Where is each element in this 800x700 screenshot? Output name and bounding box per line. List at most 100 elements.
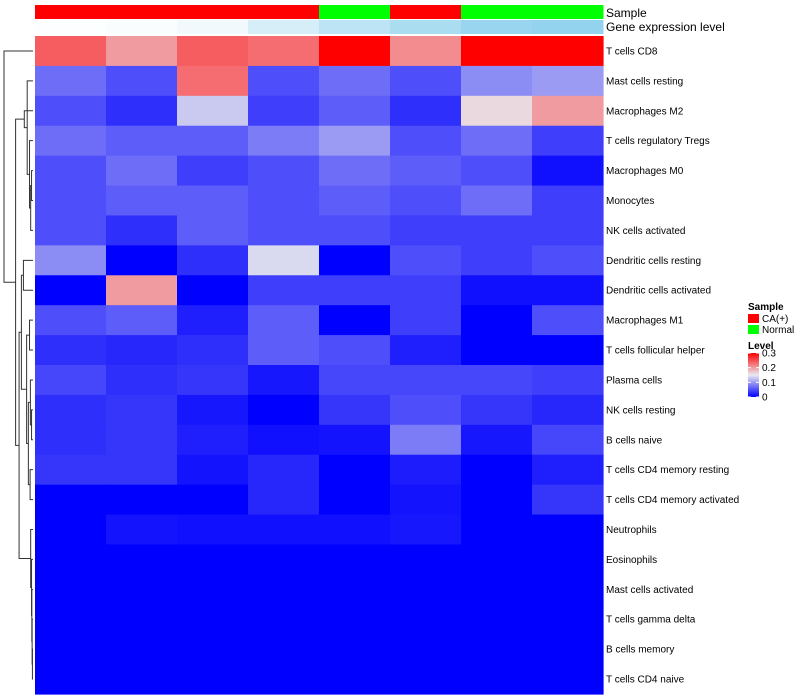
heatmap-cell	[461, 544, 533, 575]
heatmap-cell	[106, 634, 178, 665]
expression-annotation-cell	[106, 20, 178, 34]
annotation-label-expression: Gene expression level	[606, 20, 725, 34]
heatmap-cell	[248, 574, 320, 605]
heatmap-cell	[177, 335, 249, 366]
heatmap-cell	[106, 95, 178, 127]
dendrogram-branch	[23, 110, 33, 129]
heatmap-cell	[248, 544, 320, 575]
heatmap-cell	[177, 155, 249, 187]
sample-annotation-cell	[106, 5, 178, 19]
heatmap-cell	[461, 215, 533, 246]
heatmap-cell	[390, 604, 462, 635]
heatmap-cell	[248, 275, 320, 306]
heatmap-cell	[177, 36, 249, 67]
legend-level-ticks: 0.3 0.2 0.1 0	[748, 349, 776, 404]
heatmap-cell	[461, 245, 533, 276]
heatmap-cell	[532, 424, 604, 456]
heatmap-cell	[177, 604, 249, 635]
legend-label-ca: CA(+)	[762, 314, 788, 325]
row-label: NK cells activated	[606, 226, 685, 237]
heatmap-cell	[35, 394, 107, 426]
heatmap-cell	[35, 155, 107, 187]
heatmap-cell	[532, 185, 604, 217]
heatmap-cell	[106, 65, 178, 97]
row-label: T cells CD8	[606, 46, 658, 57]
legend-swatch-normal	[748, 325, 759, 334]
heatmap-cell	[319, 634, 391, 665]
heatmap-cell	[532, 245, 604, 276]
heatmap-cell	[532, 544, 604, 575]
heatmap-cell	[461, 604, 533, 635]
heatmap-cell	[461, 185, 533, 217]
heatmap-cell	[461, 125, 533, 157]
heatmap-cell	[177, 185, 249, 217]
heatmap-cell	[532, 664, 604, 695]
heatmap-cell	[319, 664, 391, 695]
legend-level-tick-label: 0.1	[762, 378, 776, 389]
heatmap-cell	[35, 36, 107, 67]
heatmap-cell	[461, 574, 533, 605]
heatmap-cell	[532, 305, 604, 336]
heatmap-cell	[248, 125, 320, 157]
expression-annotation-cell	[461, 20, 533, 34]
heatmap-cell	[248, 604, 320, 635]
heatmap-cell	[106, 544, 178, 575]
heatmap-cell	[177, 365, 249, 396]
heatmap-cell	[319, 365, 391, 396]
heatmap-cell	[177, 574, 249, 605]
heatmap-cell	[35, 215, 107, 246]
legend-label-normal: Normal	[762, 325, 794, 336]
heatmap-cell	[106, 484, 178, 516]
heatmap-cell	[390, 484, 462, 516]
row-label: Monocytes	[606, 196, 654, 207]
heatmap-cell	[390, 335, 462, 366]
heatmap-cell	[390, 155, 462, 187]
heatmap-cell	[177, 664, 249, 695]
heatmap-cells	[35, 36, 604, 695]
heatmap-cell	[248, 215, 320, 246]
heatmap-cell	[532, 335, 604, 366]
heatmap-cell	[461, 95, 533, 127]
heatmap-cell	[177, 394, 249, 426]
heatmap-cell	[106, 275, 178, 306]
dendrogram-branch	[3, 50, 33, 283]
heatmap-cell	[319, 155, 391, 187]
heatmap-cell	[177, 634, 249, 665]
heatmap-cell	[35, 65, 107, 97]
dendrogram-branch	[31, 409, 33, 441]
heatmap-cell	[35, 484, 107, 516]
heatmap-cell	[390, 574, 462, 605]
heatmap-cell	[177, 125, 249, 157]
row-label: NK cells resting	[606, 405, 675, 416]
heatmap-cell	[35, 275, 107, 306]
heatmap-cell	[177, 95, 249, 127]
sample-annotation-cell	[461, 5, 533, 19]
dendrogram-branch	[29, 469, 33, 501]
heatmap-cell	[390, 95, 462, 127]
heatmap-cell	[390, 365, 462, 396]
sample-annotation-cell	[248, 5, 320, 19]
heatmap-cell	[319, 484, 391, 516]
heatmap-cell	[390, 125, 462, 157]
heatmap-cell	[106, 664, 178, 695]
heatmap-cell	[106, 125, 178, 157]
heatmap-cell	[319, 424, 391, 456]
heatmap-cell	[461, 275, 533, 306]
row-label: T cells follicular helper	[606, 346, 705, 357]
heatmap-cell	[319, 544, 391, 575]
heatmap-cell	[532, 155, 604, 187]
expression-annotation-cell	[177, 20, 249, 34]
row-label: Neutrophils	[606, 525, 657, 536]
heatmap-cell	[461, 514, 533, 546]
heatmap-cell	[35, 604, 107, 635]
heatmap-cell	[248, 484, 320, 516]
heatmap-cell	[35, 95, 107, 127]
heatmap-cell	[319, 574, 391, 605]
heatmap-cell	[177, 484, 249, 516]
heatmap-cell	[390, 65, 462, 97]
heatmap-cell	[106, 185, 178, 217]
heatmap-cell	[319, 305, 391, 336]
heatmap-cell	[35, 514, 107, 546]
heatmap-cell	[319, 65, 391, 97]
